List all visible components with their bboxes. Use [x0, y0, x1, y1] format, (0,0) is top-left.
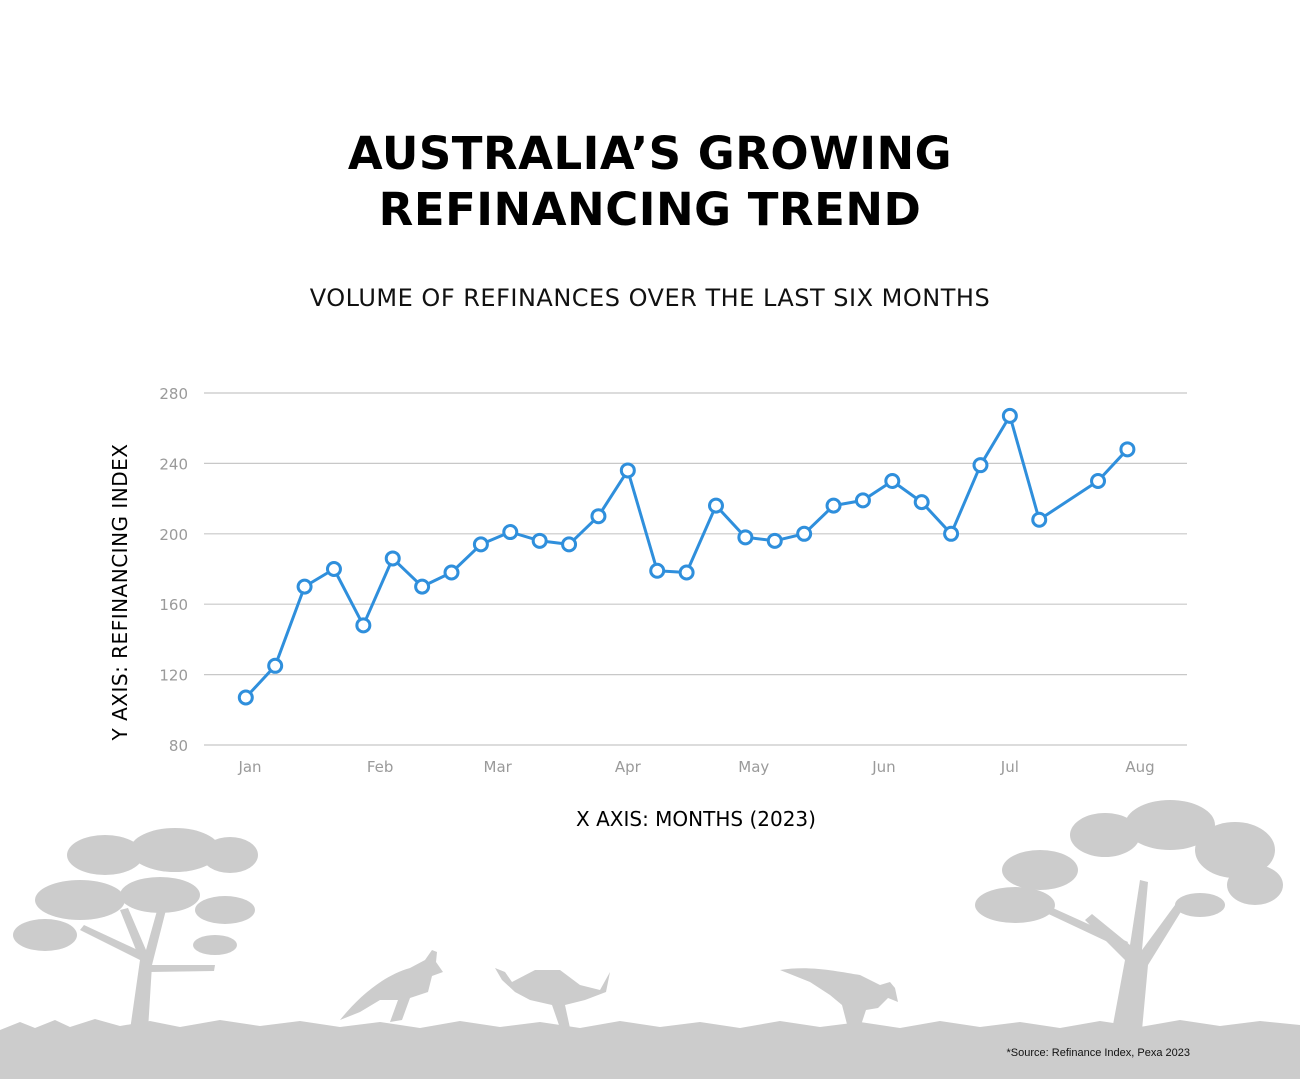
y-axis-label: Y AXIS: REFINANCING INDEX: [108, 443, 132, 741]
data-point: [678, 564, 695, 581]
x-tick-labels: Jan Feb Mar Apr May Jun Jul Aug: [237, 758, 1154, 776]
chart-title-line-2: REFINANCING TREND: [378, 183, 922, 236]
x-tick-label: Aug: [1125, 758, 1154, 776]
data-point: [1031, 511, 1048, 528]
data-point: [237, 689, 254, 706]
chart-title: AUSTRALIA’S GROWING REFINANCING TREND: [0, 126, 1300, 238]
data-point: [531, 532, 548, 549]
data-point: [561, 536, 578, 553]
x-tick-label: Jun: [871, 758, 895, 776]
chart-subtitle: VOLUME OF REFINANCES OVER THE LAST SIX M…: [309, 284, 991, 312]
series-line: [244, 414, 1129, 699]
y-tick-label: 160: [159, 596, 188, 614]
data-point: [414, 578, 431, 595]
x-tick-label: Jul: [1000, 758, 1019, 776]
data-point: [590, 508, 607, 525]
y-tick-label: 120: [159, 667, 188, 685]
x-tick-label: Feb: [367, 758, 394, 776]
x-tick-label: May: [738, 758, 769, 776]
grass-ground: [0, 1019, 1300, 1079]
data-point: [766, 532, 783, 549]
data-point: [267, 657, 284, 674]
data-point: [619, 462, 636, 479]
y-tick-label: 280: [159, 385, 188, 403]
x-tick-label: Mar: [484, 758, 513, 776]
data-point: [913, 494, 930, 511]
data-point: [472, 536, 489, 553]
data-point: [825, 497, 842, 514]
kangaroo-left: [340, 950, 443, 1022]
y-tick-label: 200: [159, 526, 188, 544]
data-point: [854, 492, 871, 509]
data-point: [1119, 441, 1136, 458]
data-point: [972, 457, 989, 474]
source-note: *Source: Refinance Index, Pexa 2023: [1006, 1047, 1190, 1059]
chart-title-line-1: AUSTRALIA’S GROWING: [347, 127, 953, 180]
kangaroo-middle: [495, 968, 610, 1028]
y-tick-label: 80: [169, 737, 188, 755]
grid-lines: [204, 392, 1187, 746]
left-tree: [13, 828, 258, 1030]
data-point: [1090, 473, 1107, 489]
data-point: [325, 561, 342, 577]
data-point: [796, 525, 813, 542]
kangaroo-right: [780, 968, 898, 1028]
data-point: [443, 564, 460, 581]
data-point: [502, 524, 519, 541]
data-point: [737, 529, 754, 546]
data-point: [384, 550, 401, 567]
x-axis-label: X AXIS: MONTHS (2023): [576, 807, 816, 831]
data-point: [707, 497, 724, 514]
y-tick-labels: 80 120 160 200 240 280: [159, 385, 188, 755]
data-points: [237, 407, 1136, 706]
data-point: [884, 473, 901, 489]
x-tick-label: Jan: [237, 758, 261, 776]
x-tick-label: Apr: [615, 758, 642, 776]
data-point: [1001, 407, 1018, 424]
data-point: [355, 617, 372, 634]
data-point: [649, 562, 666, 579]
data-point: [296, 578, 313, 595]
y-tick-label: 240: [159, 455, 188, 473]
data-point: [943, 525, 960, 542]
right-tree: [975, 800, 1283, 1030]
